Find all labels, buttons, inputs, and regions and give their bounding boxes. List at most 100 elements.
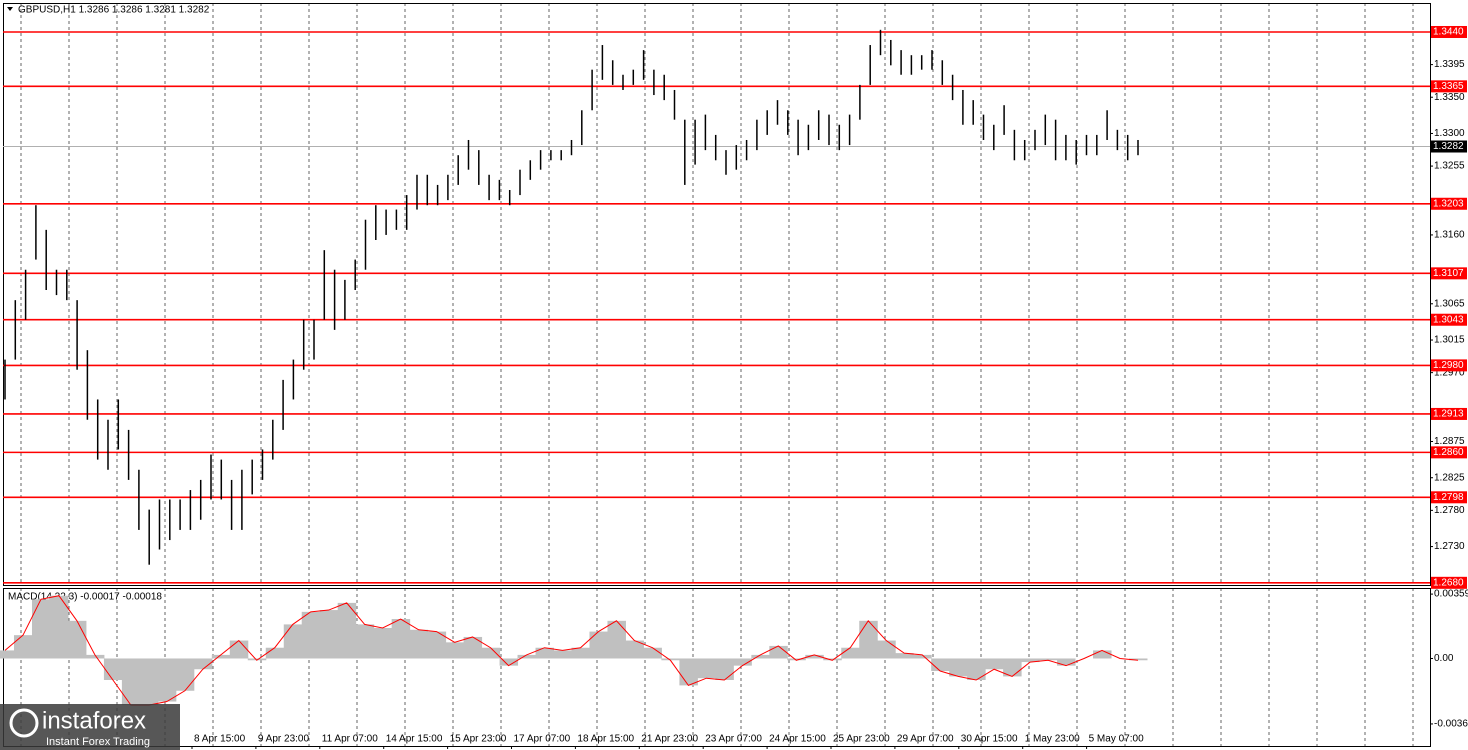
macd-bar (121, 658, 141, 706)
macd-y-tick-label: 0.00 (1434, 653, 1454, 664)
macd-bar (247, 658, 267, 661)
macd-bar (697, 658, 716, 679)
y-tick-label: 1.2780 (1434, 505, 1465, 516)
macd-bar (139, 658, 159, 706)
y-tick-label: 1.3160 (1434, 230, 1465, 241)
chart-title: GBPUSD,H1 1.3286 1.3286 1.3281 1.3282 (18, 5, 210, 16)
macd-bar (553, 650, 572, 659)
level-label: 1.2980 (1433, 360, 1464, 371)
macd-bar (229, 640, 249, 659)
watermark-logo (9, 708, 39, 738)
macd-y-tick-label: -0.00365 (1434, 719, 1468, 730)
level-label-box (1431, 267, 1467, 280)
macd-bar (607, 620, 626, 659)
macd-bar (49, 595, 69, 659)
macd-bar (733, 658, 752, 666)
level-label-box (1431, 576, 1467, 589)
macd-bar (319, 610, 339, 659)
macd-bar (985, 658, 1004, 670)
macd-bar (13, 635, 33, 659)
macd-y-tick-label: 0.00359 (1434, 589, 1468, 600)
current-price-box (1431, 140, 1467, 153)
level-label: 1.3440 (1433, 27, 1464, 38)
x-tick-label: 29 Apr 07:00 (897, 734, 954, 745)
macd-bar (913, 654, 932, 659)
x-tick-label: 17 Apr 07:00 (514, 734, 571, 745)
macd-bar (373, 627, 393, 659)
y-tick-label: 1.3395 (1434, 59, 1465, 70)
macd-bar (931, 658, 950, 672)
macd-bar (877, 640, 896, 659)
macd-bar (679, 658, 698, 686)
level-label-box (1431, 25, 1467, 38)
macd-bar (715, 658, 734, 681)
macd-frame (3, 588, 1431, 747)
macd-bar (823, 658, 842, 661)
macd-bar (445, 642, 465, 659)
y-tick-label: 1.3255 (1434, 161, 1465, 172)
menu-arrow (7, 7, 13, 11)
macd-bar (661, 658, 680, 661)
macd-bar (391, 619, 411, 659)
y-tick-label: 1.2730 (1434, 541, 1465, 552)
macd-bar (427, 631, 447, 659)
macd-bar (643, 647, 662, 659)
macd-bar (355, 624, 375, 659)
current-price-label: 1.3282 (1433, 141, 1464, 152)
macd-bar (571, 647, 590, 659)
macd-bar (625, 640, 644, 659)
level-label-box (1431, 80, 1467, 93)
macd-bar (31, 599, 51, 659)
level-label: 1.2680 (1433, 577, 1464, 588)
macd-bar (85, 654, 105, 659)
x-tick-label: 8 Apr 15:00 (194, 734, 246, 745)
macd-bar (283, 624, 303, 659)
main-frame (3, 3, 1431, 586)
x-tick-label: 11 Apr 07:00 (322, 734, 378, 745)
macd-bar (481, 647, 501, 659)
y-tick-label: 1.2970 (1434, 367, 1465, 378)
level-label-box (1431, 491, 1467, 504)
level-label: 1.3043 (1433, 314, 1464, 325)
macd-bar (67, 620, 87, 659)
x-tick-label: 5 May 07:00 (1089, 734, 1144, 745)
y-tick-label: 1.2825 (1434, 472, 1465, 483)
y-tick-label: 1.2875 (1434, 436, 1465, 447)
level-label-box (1431, 446, 1467, 459)
x-tick-label: 25 Apr 23:00 (833, 734, 890, 745)
watermark-brand: instaforex (42, 707, 146, 734)
x-tick-label: 24 Apr 15:00 (769, 734, 826, 745)
y-tick-label: 1.3300 (1434, 128, 1465, 139)
x-tick-label: 23 Apr 07:00 (705, 734, 762, 745)
macd-bar (841, 647, 860, 659)
macd-bar (409, 629, 429, 659)
y-tick-label: 1.3015 (1434, 335, 1465, 346)
level-label-box (1431, 359, 1467, 372)
macd-bar (1129, 658, 1148, 661)
macd-bar (1093, 650, 1112, 659)
macd-bar (1021, 658, 1040, 663)
level-label-box (1431, 313, 1467, 326)
watermark-tagline: Instant Forex Trading (46, 736, 150, 748)
level-label-box (1431, 407, 1467, 420)
macd-bar (0, 650, 15, 659)
macd-bar (967, 658, 986, 681)
level-label-box (1431, 197, 1467, 210)
macd-bar (157, 658, 177, 702)
macd-bar (265, 647, 285, 659)
macd-line (4, 595, 1139, 706)
level-label: 1.2913 (1433, 409, 1464, 420)
level-label: 1.2798 (1433, 492, 1464, 503)
macd-bar (805, 654, 824, 659)
x-tick-label: 30 Apr 15:00 (961, 734, 1018, 745)
level-label: 1.3203 (1433, 198, 1464, 209)
macd-bar (769, 645, 788, 659)
macd-bar (859, 620, 878, 659)
macd-bar (517, 654, 537, 659)
macd-label: MACD(14,22,3) -0.00017 -0.00018 (8, 592, 162, 603)
level-label: 1.3107 (1433, 268, 1464, 279)
macd-bar (751, 654, 770, 659)
macd-bar (301, 611, 321, 659)
